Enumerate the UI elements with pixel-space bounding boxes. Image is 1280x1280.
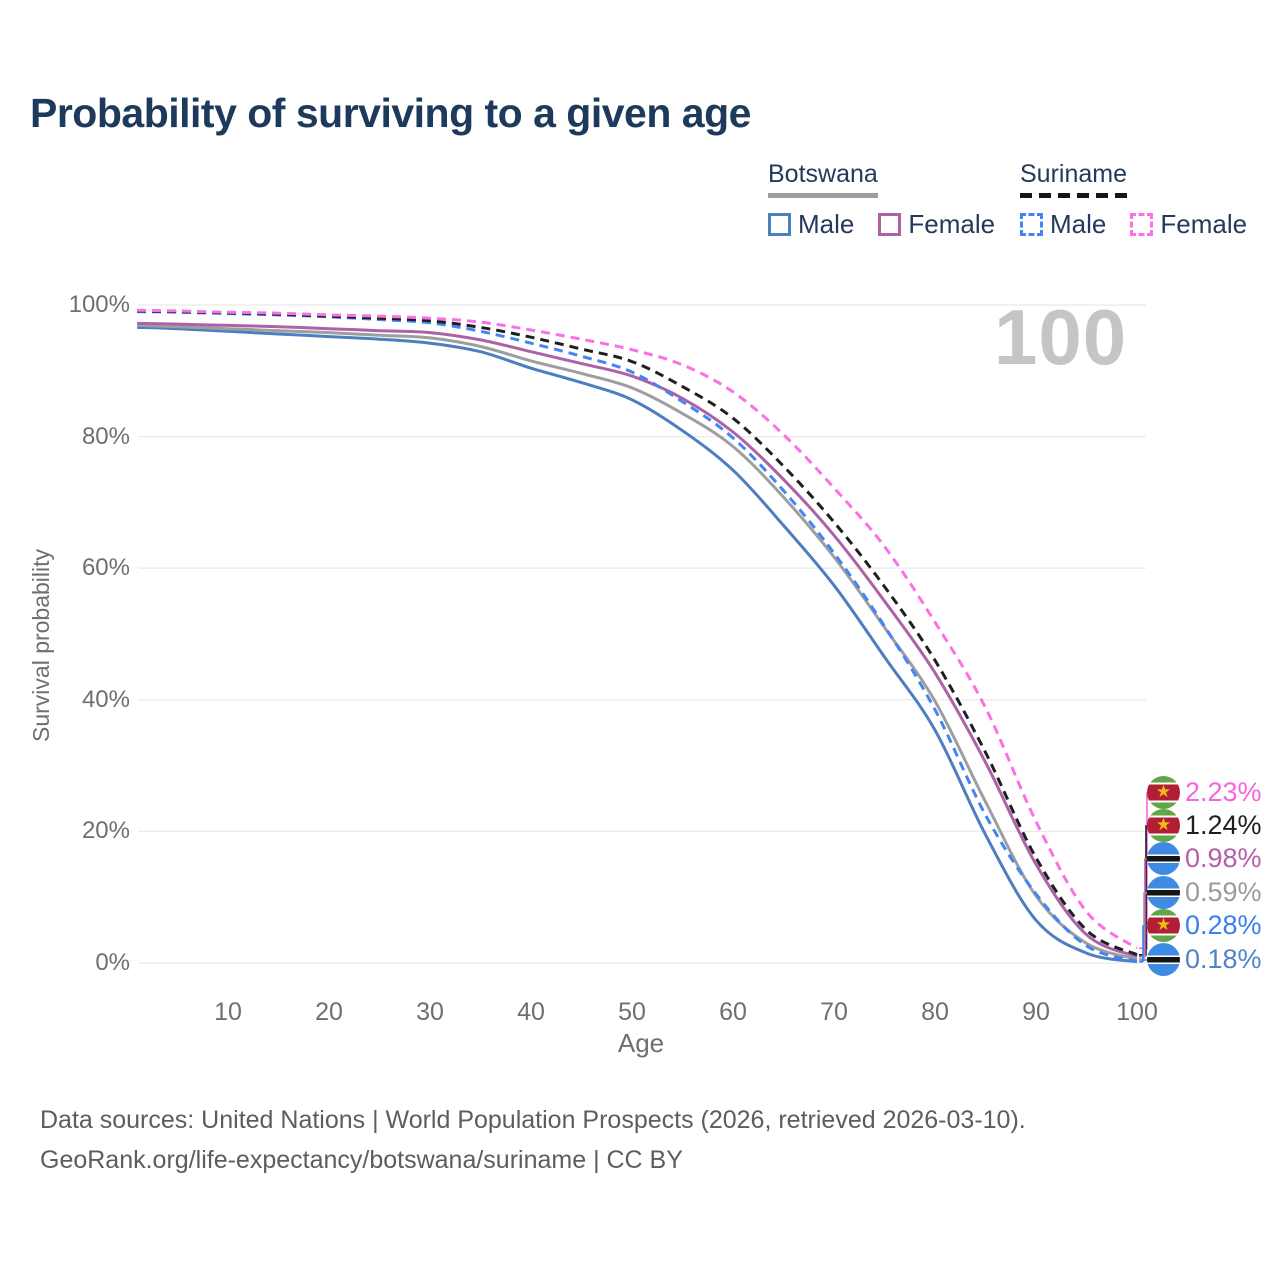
legend-group-botswana: Botswana Male Female <box>768 160 995 240</box>
suriname-line-sample <box>1020 193 1127 198</box>
page-title: Probability of surviving to a given age <box>30 90 751 136</box>
x-tick-label: 90 <box>1022 998 1050 1026</box>
x-tick-label: 40 <box>517 998 545 1026</box>
x-tick-label: 10 <box>214 998 242 1026</box>
end-value: 0.59% <box>1185 877 1262 907</box>
legend-item-suriname-male[interactable]: Male <box>1020 209 1106 240</box>
legend-country-suriname: Suriname <box>1020 160 1127 188</box>
series-line-suriname-female <box>137 308 1138 950</box>
legend-label: Female <box>908 209 996 239</box>
botswana-flag-icon <box>1147 943 1180 976</box>
legend-item-botswana-male[interactable]: Male <box>768 209 854 240</box>
y-tick-label: 80% <box>81 422 130 450</box>
end-label-suriname-male: ★ 0.28% <box>1147 909 1262 942</box>
botswana-flag-icon <box>1147 876 1180 909</box>
suriname-flag-icon: ★ <box>1147 776 1180 809</box>
hover-age-watermark: 100 <box>994 293 1128 381</box>
x-tick-label: 30 <box>416 998 444 1026</box>
end-value: 1.24% <box>1185 810 1262 840</box>
star-icon: ★ <box>1155 781 1172 801</box>
y-tick-label: 40% <box>81 685 130 713</box>
end-value: 0.18% <box>1185 944 1262 974</box>
footer-data-sources: Data sources: United Nations | World Pop… <box>40 1106 1026 1134</box>
suriname-flag-icon: ★ <box>1147 809 1180 842</box>
y-tick-label: 20% <box>81 817 130 845</box>
botswana-line-sample <box>768 193 878 198</box>
series-line-botswana-female <box>137 321 1138 959</box>
x-tick-label: 60 <box>719 998 747 1026</box>
suriname-male-swatch-icon <box>1020 213 1043 236</box>
legend-group-suriname: Suriname Male Female <box>1020 160 1247 240</box>
botswana-female-swatch-icon <box>878 213 902 236</box>
series-line-botswana-male <box>137 325 1138 964</box>
legend-item-suriname-female[interactable]: Female <box>1130 209 1247 240</box>
survival-chart[interactable]: Survival probability Age 100 100% 80% 60% 4… <box>0 260 1280 1090</box>
x-tick-label: 70 <box>820 998 848 1026</box>
end-value: 2.23% <box>1185 777 1262 807</box>
end-label-botswana-female: 0.98% <box>1147 842 1262 875</box>
plot-canvas <box>137 304 1150 964</box>
footer-attribution: GeoRank.org/life-expectancy/botswana/sur… <box>40 1146 683 1174</box>
leader-line <box>1139 959 1150 963</box>
x-tick-label: 50 <box>618 998 646 1026</box>
legend-item-botswana-female[interactable]: Female <box>878 209 995 240</box>
end-value: 0.28% <box>1185 910 1262 940</box>
end-value: 0.98% <box>1185 843 1262 873</box>
series-line-suriname-both-sexes <box>137 309 1138 957</box>
suriname-flag-icon: ★ <box>1147 909 1180 942</box>
y-tick-label: 100% <box>68 291 130 318</box>
legend-label: Male <box>798 209 855 239</box>
end-label-botswana-male: 0.18% <box>1147 943 1262 976</box>
legend-label: Male <box>1050 209 1107 239</box>
series-line-suriname-male <box>137 310 1138 963</box>
y-tick-label: 60% <box>81 554 130 582</box>
x-tick-label: 100 <box>1116 998 1158 1026</box>
series-line-botswana-both-sexes <box>137 323 1138 961</box>
x-tick-label: 20 <box>315 998 343 1026</box>
end-label-botswana-both-sexes: 0.59% <box>1147 876 1262 909</box>
legend-country-botswana: Botswana <box>768 160 878 188</box>
star-icon: ★ <box>1155 814 1172 834</box>
end-label-suriname-both-sexes: ★ 1.24% <box>1147 809 1262 842</box>
x-axis-title: Age <box>617 1028 665 1058</box>
legend-label: Female <box>1160 209 1248 239</box>
suriname-female-swatch-icon <box>1130 213 1154 236</box>
botswana-male-swatch-icon <box>768 213 791 236</box>
x-tick-label: 80 <box>921 998 949 1026</box>
star-icon: ★ <box>1155 914 1172 934</box>
y-tick-label: 0% <box>95 949 130 976</box>
botswana-flag-icon <box>1147 842 1180 875</box>
end-label-suriname-female: ★ 2.23% <box>1147 776 1262 809</box>
